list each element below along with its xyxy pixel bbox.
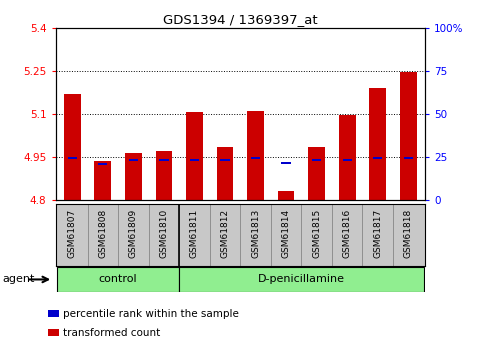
- Bar: [308, 147, 325, 200]
- Bar: [179, 267, 424, 292]
- Text: GSM61818: GSM61818: [404, 208, 413, 258]
- Bar: [57, 267, 179, 292]
- Bar: [251, 157, 260, 159]
- Bar: [95, 161, 111, 200]
- Bar: [369, 88, 386, 200]
- Bar: [282, 162, 291, 164]
- Bar: [339, 115, 355, 200]
- Bar: [159, 159, 169, 160]
- Text: control: control: [99, 275, 138, 284]
- Bar: [98, 163, 108, 165]
- Bar: [247, 111, 264, 200]
- Text: percentile rank within the sample: percentile rank within the sample: [63, 309, 239, 318]
- Bar: [186, 112, 203, 200]
- Text: GSM61816: GSM61816: [342, 208, 352, 258]
- Bar: [64, 94, 81, 200]
- Bar: [404, 157, 413, 159]
- Text: GSM61817: GSM61817: [373, 208, 382, 258]
- Text: GSM61810: GSM61810: [159, 208, 169, 258]
- Text: GSM61813: GSM61813: [251, 208, 260, 258]
- Text: GSM61811: GSM61811: [190, 208, 199, 258]
- Title: GDS1394 / 1369397_at: GDS1394 / 1369397_at: [163, 13, 318, 27]
- Text: GSM61807: GSM61807: [68, 208, 77, 258]
- Bar: [278, 191, 295, 200]
- Text: GSM61809: GSM61809: [129, 208, 138, 258]
- Bar: [342, 159, 352, 160]
- Bar: [129, 159, 138, 160]
- Bar: [217, 147, 233, 200]
- Text: transformed count: transformed count: [63, 328, 160, 337]
- Text: D-penicillamine: D-penicillamine: [258, 275, 345, 284]
- Bar: [373, 157, 383, 159]
- Bar: [312, 159, 321, 160]
- Bar: [68, 157, 77, 159]
- Text: agent: agent: [2, 275, 35, 284]
- Bar: [220, 159, 229, 160]
- Text: GSM61814: GSM61814: [282, 208, 291, 258]
- Text: GSM61812: GSM61812: [221, 208, 229, 258]
- Bar: [190, 159, 199, 160]
- Bar: [400, 72, 417, 200]
- Text: GSM61808: GSM61808: [99, 208, 107, 258]
- Bar: [156, 151, 172, 200]
- Text: GSM61815: GSM61815: [312, 208, 321, 258]
- Bar: [125, 152, 142, 200]
